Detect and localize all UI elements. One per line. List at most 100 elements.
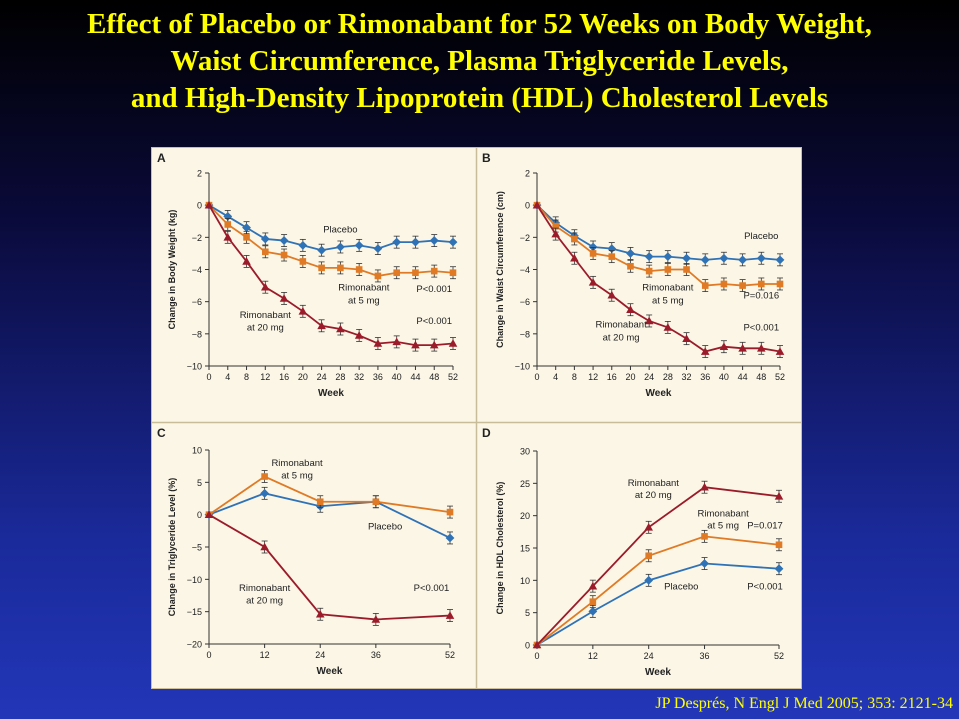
y-tick-label: −8: [520, 329, 530, 339]
x-tick-label: 20: [625, 372, 635, 382]
annotation-label: at 20 mg: [635, 490, 672, 501]
annotation-label: at 20 mg: [246, 595, 283, 606]
x-tick-label: 40: [392, 372, 402, 382]
x-tick-label: 12: [588, 651, 598, 661]
y-tick-label: 0: [197, 201, 202, 211]
y-tick-label: 10: [520, 576, 530, 586]
data-point-placebo: [700, 559, 709, 568]
annotation-label: Rimonabant: [642, 282, 694, 293]
annotation-label: Placebo: [664, 581, 698, 592]
x-tick-label: 36: [700, 372, 710, 382]
x-tick-label: 8: [572, 372, 577, 382]
series-line-rim5: [536, 535, 780, 646]
data-point-placebo: [588, 606, 598, 616]
x-tick-label: 20: [298, 372, 308, 382]
annotation-label: at 20 mg: [603, 332, 640, 343]
data-point-rim5: [739, 282, 746, 289]
figure-panel: A 2 0 −2 −4 −6 −8 −10 0 4 8 12 16 20 24 28 32 36 40 44 48 52 W…: [151, 147, 802, 689]
data-point-rim20: [223, 233, 233, 241]
y-tick-label: −4: [520, 265, 530, 275]
data-point-rim5: [316, 498, 324, 506]
y-axis-label: Change in Waist Circumference (cm): [495, 191, 505, 348]
y-tick-label: −10: [515, 362, 530, 372]
data-point-rim5: [627, 262, 634, 270]
x-tick-label: 24: [644, 372, 654, 382]
data-point-rim20: [738, 344, 747, 352]
data-point-placebo: [700, 255, 710, 265]
x-axis-label: Week: [645, 667, 671, 678]
data-point-rim20: [719, 342, 729, 350]
panel-B: B20−2−4−6−8−100 4 8 12 16 20 24 28 32 36 40 44 48 52W…: [482, 151, 785, 399]
x-tick-label: 0: [206, 372, 211, 382]
data-point-placebo: [242, 223, 251, 233]
panel-letter: C: [157, 426, 166, 440]
title-line-3: and High-Density Lipoprotein (HDL) Chole…: [130, 82, 829, 114]
data-point-rim20: [315, 609, 325, 618]
slide-title: Effect of Placebo or Rimonabant for 52 W…: [0, 6, 959, 117]
data-point-placebo: [756, 253, 766, 263]
data-point-rim20: [448, 339, 458, 347]
data-point-rim20: [336, 324, 345, 333]
data-point-rim5: [552, 222, 559, 230]
y-tick-label: 0: [197, 510, 202, 520]
data-point-rim5: [645, 267, 653, 275]
y-tick-label: 15: [520, 544, 530, 554]
data-point-rim5: [683, 266, 690, 273]
data-point-rim5: [261, 473, 268, 480]
y-tick-label: −2: [520, 233, 530, 243]
data-point-rim20: [298, 307, 308, 315]
x-axis-label: Week: [317, 666, 343, 677]
x-tick-label: 32: [354, 372, 364, 382]
data-point-rim5: [412, 269, 419, 277]
data-point-rim20: [551, 229, 560, 238]
data-point-rim20: [204, 510, 214, 518]
data-point-rim20: [532, 200, 542, 209]
y-tick-label: −2: [192, 233, 202, 243]
annotation-label: Placebo: [368, 522, 402, 533]
figure-svg: A20−2−4−6−8−100 4 8 12 16 20 24 28 32 36 40 44 48 52W…: [152, 148, 801, 688]
annotation-label: P=0.017: [747, 521, 783, 532]
x-tick-label: 36: [371, 650, 381, 660]
data-point-rim20: [371, 615, 381, 623]
annotation-label: at 5 mg: [707, 521, 739, 532]
x-tick-label: 36: [700, 651, 710, 661]
data-point-placebo: [335, 242, 345, 252]
x-axis-label: Week: [318, 388, 344, 399]
data-point-placebo: [373, 244, 383, 253]
annotation-label: Rimonabant: [628, 478, 680, 489]
data-point-placebo: [626, 249, 635, 258]
x-tick-label: 28: [663, 372, 673, 382]
data-point-rim5: [393, 269, 400, 277]
annotation-label: P<0.001: [416, 316, 452, 327]
y-tick-label: 0: [525, 201, 530, 211]
panel-D: D 30 25 20 15 10 5 00 12 24 36 52 Week Change in HDL …: [482, 426, 784, 678]
data-point-rim5: [589, 598, 597, 605]
data-point-rim5: [262, 248, 269, 256]
annotation-label: P<0.001: [416, 284, 452, 295]
data-point-placebo: [682, 253, 691, 263]
data-point-placebo: [738, 255, 748, 265]
annotation-label: at 5 mg: [281, 470, 313, 481]
data-point-rim5: [775, 541, 783, 549]
annotation-label: P<0.001: [747, 581, 783, 592]
data-point-rim20: [626, 305, 635, 314]
data-point-rim5: [664, 266, 672, 273]
annotation-label: P<0.001: [414, 583, 450, 594]
data-point-rim20: [354, 331, 364, 339]
panel-A: A20−2−4−6−8−100 4 8 12 16 20 24 28 32 36 40 44 48 52W…: [157, 151, 458, 399]
y-tick-label: −10: [187, 362, 202, 372]
data-point-rim5: [720, 280, 728, 288]
data-point-placebo: [445, 533, 455, 543]
panel-letter: B: [482, 151, 491, 165]
x-tick-label: 24: [644, 651, 654, 661]
data-point-rim20: [242, 257, 251, 265]
x-tick-label: 16: [279, 372, 289, 382]
x-tick-label: 0: [534, 651, 539, 661]
series-line-rim5: [536, 204, 780, 287]
data-point-rim20: [261, 282, 270, 291]
data-point-rim20: [260, 542, 269, 551]
y-tick-label: −6: [520, 297, 530, 307]
data-point-placebo: [298, 240, 308, 250]
data-point-rim5: [449, 269, 457, 277]
data-point-rim20: [532, 640, 542, 649]
